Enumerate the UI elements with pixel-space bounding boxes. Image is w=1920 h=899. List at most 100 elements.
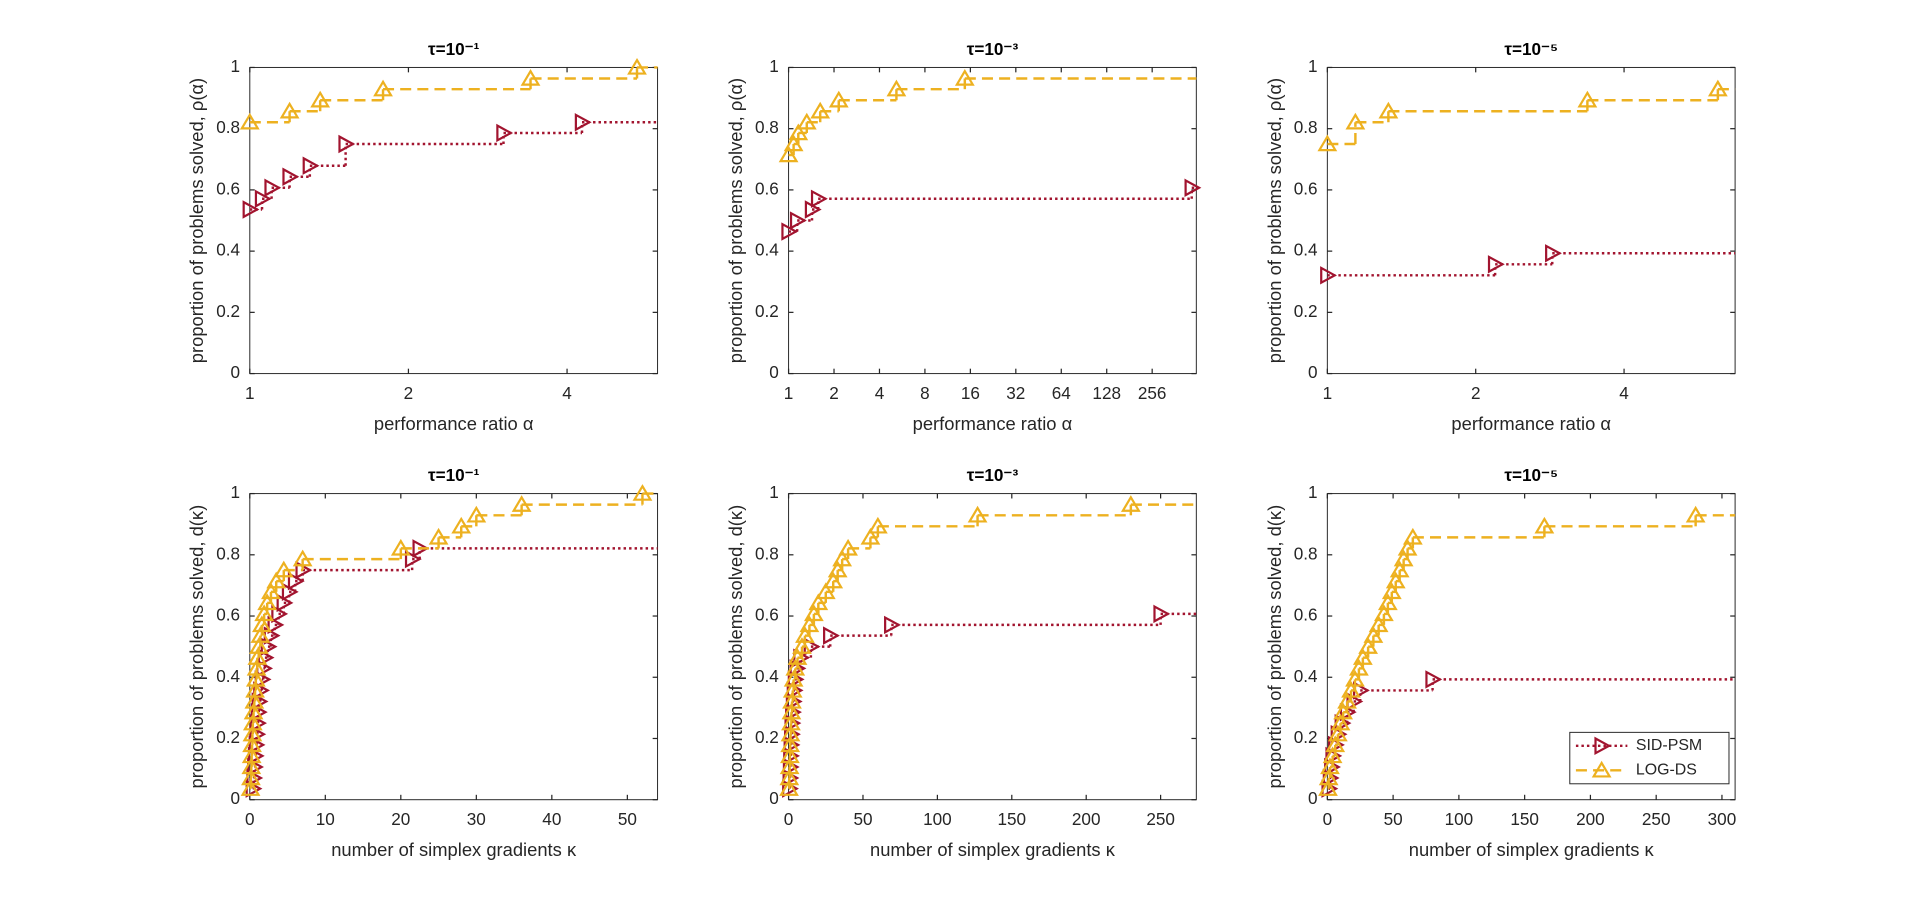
series: [781, 178, 1202, 241]
marker: [254, 604, 275, 622]
marker: [1333, 702, 1354, 720]
y-tick-label: 0.8: [1294, 543, 1318, 563]
chart-title: τ=10⁻³: [967, 465, 1019, 485]
marker: [250, 626, 271, 643]
marker: [1389, 560, 1410, 578]
marker: [1322, 746, 1343, 764]
x-tick-label: 250: [1642, 809, 1671, 829]
y-tick-label: 1: [1308, 482, 1318, 502]
y-tick-label: 0.6: [216, 178, 240, 198]
marker: [264, 178, 282, 197]
marker: [780, 724, 801, 742]
y-tick-label: 0.4: [1294, 240, 1318, 260]
x-tick-label: 300: [1708, 809, 1737, 829]
marker: [954, 68, 975, 86]
marker: [267, 615, 285, 635]
marker: [780, 735, 801, 753]
marker: [496, 123, 514, 143]
marker: [1402, 527, 1423, 545]
marker: [244, 691, 265, 709]
x-axis-label: performance ratio α: [1451, 413, 1611, 434]
marker: [778, 145, 799, 163]
y-axis-label: proportion of problems solved, ρ(α): [186, 78, 207, 363]
marker: [1320, 266, 1337, 285]
x-tick-label: 2: [404, 383, 414, 403]
marker: [823, 626, 840, 645]
marker: [779, 779, 799, 796]
y-tick-label: 0.6: [755, 605, 779, 625]
marker: [810, 101, 831, 119]
marker: [257, 593, 278, 611]
y-tick-label: 0.2: [755, 727, 779, 747]
x-tick-label: 100: [923, 809, 952, 829]
x-tick-label: 50: [1384, 809, 1403, 829]
marker: [1707, 79, 1728, 97]
y-tick-label: 0.6: [1294, 178, 1318, 198]
y-tick-label: 0.4: [755, 666, 779, 686]
x-tick-label: 50: [618, 809, 637, 829]
axes-box: [788, 66, 1197, 375]
x-tick-label: 150: [1510, 809, 1539, 829]
y-tick-label: 1: [1308, 56, 1318, 76]
marker: [282, 167, 300, 186]
series: [245, 539, 658, 798]
y-tick-label: 1: [230, 482, 240, 502]
x-tick-label: 128: [1092, 383, 1121, 403]
x-tick-label: 1: [245, 383, 255, 403]
marker: [827, 560, 848, 578]
y-tick-label: 0.8: [755, 543, 779, 563]
marker: [251, 615, 272, 633]
marker: [241, 757, 262, 775]
y-tick-label: 1: [769, 56, 779, 76]
chart-title: τ=10⁻¹: [428, 465, 480, 485]
subplot: 0 0.2 0.4 0.6 0.8 1 0 50 100 150 200 250 τ=10⁻³ numbe…: [725, 465, 1197, 860]
marker: [886, 79, 907, 97]
y-axis-label: proportion of problems solved, d(κ): [186, 505, 207, 789]
x-tick-label: 8: [920, 383, 930, 403]
x-tick-label: 2: [1471, 383, 1481, 403]
marker: [1153, 604, 1171, 624]
series: [242, 113, 658, 219]
marker: [779, 768, 800, 786]
marker: [808, 593, 829, 611]
x-tick-label: 50: [853, 809, 872, 829]
marker: [810, 189, 828, 208]
marker: [243, 702, 264, 720]
marker: [803, 604, 824, 622]
y-tick-label: 0.4: [1294, 666, 1318, 686]
x-tick-label: 30: [467, 809, 486, 829]
x-axis-label: number of simplex gradients κ: [1409, 839, 1655, 860]
x-tick-label: 200: [1072, 809, 1101, 829]
x-tick-label: 4: [562, 383, 572, 403]
marker: [1337, 691, 1357, 709]
marker: [782, 691, 802, 709]
marker: [451, 516, 472, 534]
marker: [246, 658, 267, 676]
x-tick-label: 0: [245, 809, 255, 829]
y-tick-label: 1: [769, 482, 779, 502]
x-tick-label: 2: [829, 383, 839, 403]
legend: SID-PSM LOG-DS: [1569, 731, 1730, 785]
marker: [1685, 505, 1706, 523]
y-tick-label: 0.6: [1294, 605, 1318, 625]
marker: [779, 757, 800, 775]
marker: [782, 680, 803, 698]
marker: [245, 680, 265, 698]
marker: [292, 549, 313, 567]
x-tick-label: 40: [542, 809, 561, 829]
subplot: 0 0.2 0.4 0.6 0.8 1 1 2 4 τ=10⁻⁵ performance ratio…: [1264, 39, 1736, 434]
y-tick-label: 0: [1308, 362, 1318, 382]
x-tick-label: 150: [998, 809, 1027, 829]
marker: [241, 768, 261, 786]
marker: [390, 538, 411, 556]
x-tick-label: 100: [1445, 809, 1474, 829]
y-tick-label: 0: [769, 362, 779, 382]
y-tick-label: 0.8: [216, 117, 240, 137]
marker: [511, 495, 532, 512]
marker: [254, 189, 272, 208]
x-tick-label: 256: [1138, 383, 1167, 403]
marker: [627, 57, 647, 75]
marker: [1385, 571, 1406, 589]
marker: [1425, 670, 1443, 689]
